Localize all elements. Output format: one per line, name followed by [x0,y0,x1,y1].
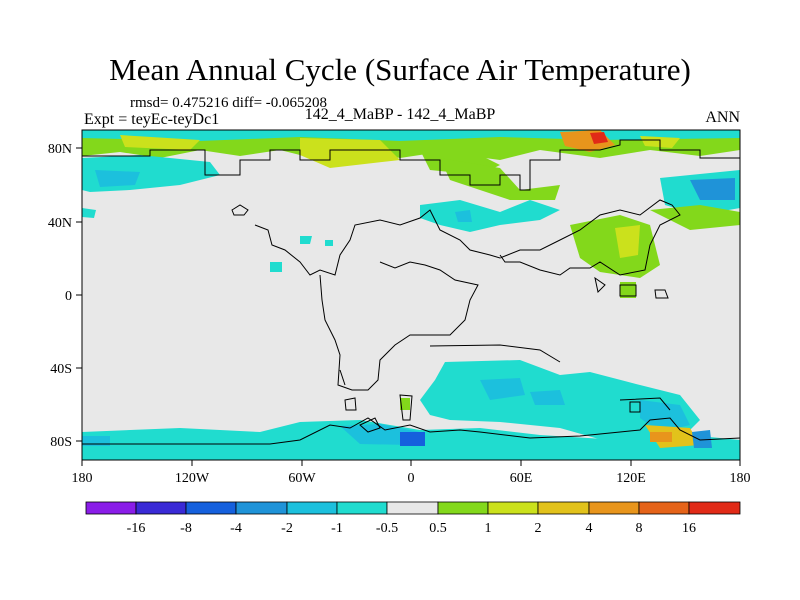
field-island-warm [620,282,636,298]
x-tick-label: 180 [72,471,93,486]
colorbar-labels: -16 -8 -4 -2 -1 -0.5 0.5 1 2 4 8 16 [127,521,696,536]
field-cool-spot-4 [325,240,333,246]
x-axis-labels: 180 120W 60W 0 60E 120E 180 [72,471,751,486]
field-antarctic-cold [400,432,425,446]
y-tick-label: 40S [50,362,72,377]
field-pacific-warm [650,205,740,230]
field-eurasia-cooler [455,210,472,222]
x-tick-label: 60E [510,471,533,486]
field-eurasia-cool [420,200,560,232]
field-cool-spot-2 [300,236,312,244]
rmsd-stats: rmsd= 0.475216 diff= -0.065208 [130,95,328,111]
y-tick-label: 80S [50,435,72,450]
colorbar-label: 0.5 [429,521,447,536]
colorbar-label: -2 [281,521,293,536]
colorbar-swatch [487,501,539,515]
colorbar-label: 1 [485,521,492,536]
colorbar-swatch [638,501,690,515]
colorbar-swatch [437,501,489,515]
colorbar-label: 4 [586,521,593,536]
y-axis-labels: 80N 40N 0 40S 80S [48,142,72,450]
experiment-name: 142_4_MaBP - 142_4_MaBP [304,106,496,123]
y-tick-label: 80N [48,142,72,157]
colorbar-label: 16 [682,521,696,536]
colorbar-swatch [185,501,237,515]
colorbar [85,501,741,515]
x-tick-label: 0 [408,471,415,486]
colorbar-label: 2 [535,521,542,536]
colorbar-label: 8 [636,521,643,536]
field-cool-spot [82,208,96,218]
field-arctic-hotspot [590,132,608,144]
colorbar-label: -0.5 [376,521,398,536]
x-tick-label: 120E [616,471,646,486]
colorbar-swatch [85,501,137,515]
field-antarctic-warm [645,425,700,448]
colorbar-label: -8 [180,521,192,536]
map-title: Mean Annual Cycle (Surface Air Temperatu… [109,52,691,87]
colorbar-swatch [135,501,187,515]
experiment-label: Expt = teyEc-teyDc1 [84,111,220,128]
colorbar-swatch [336,501,388,515]
colorbar-label: -16 [127,521,146,536]
field-small-warm [400,398,410,410]
colorbar-swatch [386,501,439,515]
colorbar-label: -4 [230,521,242,536]
field-antarctic-cold-2 [692,430,712,448]
colorbar-swatch [588,501,640,515]
field-asia-yellow [615,225,640,258]
x-tick-label: 180 [730,471,751,486]
season-label: ANN [705,109,740,126]
field-southern-cooler-3 [640,400,690,432]
x-tick-label: 120W [175,471,210,486]
colorbar-swatch [235,501,288,515]
field-na-cooler [95,170,140,187]
colorbar-label: -1 [331,521,343,536]
y-tick-label: 0 [65,289,72,304]
axis-ticks [76,147,741,466]
colorbar-swatch [537,501,590,515]
field-antarctic-hot [650,432,672,442]
colorbar-swatch [286,501,338,515]
field-pacific-cooler [690,178,735,200]
field-arctic-yellow-2 [120,135,200,150]
coastlines [82,139,741,445]
field-southern-cooler [480,378,525,400]
field-southern-cooler-2 [530,390,565,405]
x-tick-label: 60W [288,471,316,486]
colorbar-swatch [688,501,741,515]
field-cool-spot-3 [270,262,282,272]
y-tick-label: 40N [48,216,72,231]
anomaly-fields [82,130,740,460]
